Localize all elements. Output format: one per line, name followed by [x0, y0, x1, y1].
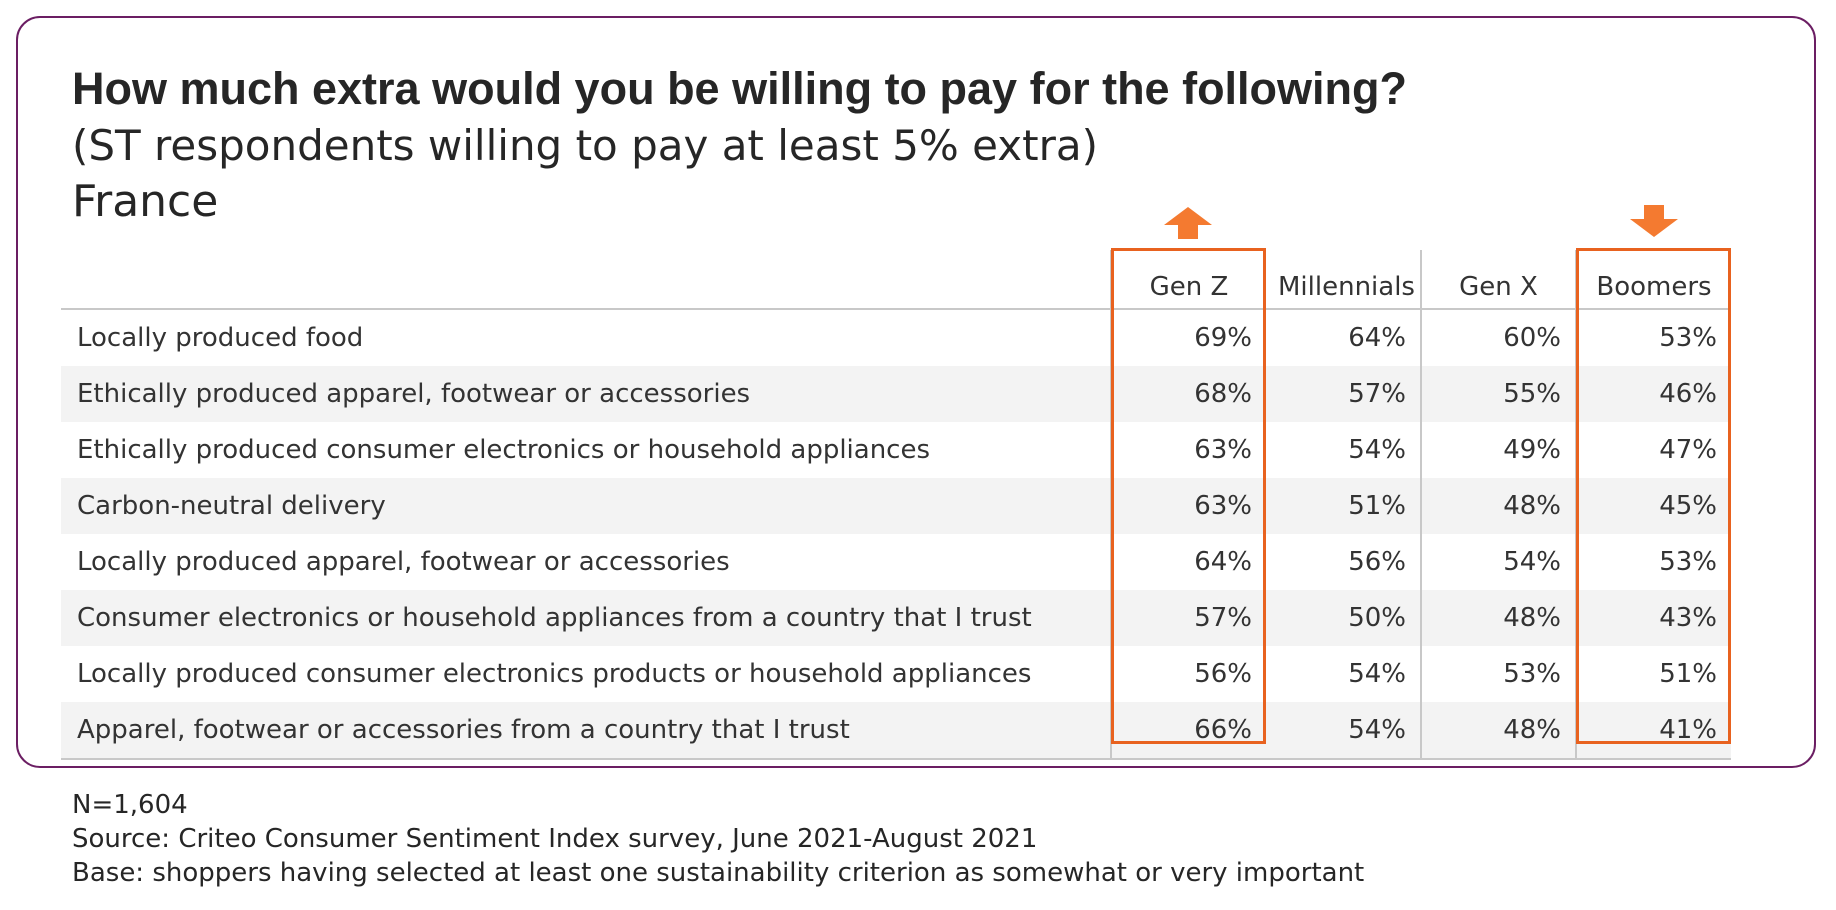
cell-millennials: 64% — [1348, 323, 1406, 353]
column-header-gen-z: Gen Z — [1110, 250, 1266, 310]
cell-gen-x: 60% — [1420, 309, 1576, 366]
cell-gen-z: 69% — [1110, 309, 1266, 366]
cell-gen-z: 63% — [1110, 478, 1266, 534]
arrow-up-icon — [1164, 207, 1212, 239]
cell-millennials: 54% — [1348, 435, 1406, 465]
table-row: Locally produced consumer electronics pr… — [61, 646, 1731, 702]
cell-boomers: 45% — [1575, 478, 1731, 534]
cell-gen-z: 63% — [1110, 422, 1266, 478]
row-label: Apparel, footwear or accessories from a … — [61, 702, 1111, 760]
table-row: Locally produced food 69% 64% 60% 53% — [61, 309, 1731, 366]
cell-millennials: 54% — [1266, 702, 1421, 760]
cell-boomers: 51% — [1575, 646, 1731, 702]
data-table-wrapper: Gen Z Millennials Gen X Boomers Locally … — [61, 250, 1731, 760]
cell-gen-z: 68% — [1110, 366, 1266, 422]
chart-subtitle: (ST respondents willing to pay at least … — [72, 121, 1098, 170]
column-header-gen-x: Gen X — [1420, 250, 1576, 310]
cell-gen-x: 54% — [1420, 534, 1576, 590]
row-label: Locally produced consumer electronics pr… — [77, 659, 1032, 689]
cell-boomers: 43% — [1575, 590, 1731, 646]
cell-gen-z: 64% — [1110, 534, 1266, 590]
table-body: Locally produced food 69% 64% 60% 53% Ethical… — [61, 309, 1731, 760]
row-label: Ethically produced consumer electronics … — [77, 435, 931, 465]
cell-millennials: 56% — [1348, 547, 1406, 577]
table-header-row: Gen Z Millennials Gen X Boomers — [61, 250, 1731, 310]
cell-millennials: 51% — [1266, 478, 1421, 534]
cell-gen-x: 55% — [1420, 366, 1576, 422]
source-note: Source: Criteo Consumer Sentiment Index … — [72, 824, 1038, 854]
arrow-down-icon — [1630, 205, 1678, 237]
data-table: Gen Z Millennials Gen X Boomers Locally … — [61, 250, 1731, 760]
table-row: Consumer electronics or household applia… — [61, 590, 1731, 646]
cell-boomers: 47% — [1575, 422, 1731, 478]
cell-boomers: 53% — [1575, 309, 1731, 366]
header-label-column — [61, 250, 1111, 310]
chart-title: How much extra would you be willing to p… — [72, 63, 1408, 114]
cell-boomers: 53% — [1575, 534, 1731, 590]
row-label: Locally produced food — [77, 323, 364, 353]
cell-gen-x: 48% — [1420, 478, 1576, 534]
base-note: Base: shoppers having selected at least … — [72, 858, 1365, 888]
cell-gen-z: 56% — [1110, 646, 1266, 702]
sample-size-note: N=1,604 — [72, 790, 188, 820]
cell-boomers: 46% — [1575, 366, 1731, 422]
table-row: Ethically produced consumer electronics … — [61, 422, 1731, 478]
row-label: Consumer electronics or household applia… — [61, 590, 1111, 646]
cell-boomers: 41% — [1575, 702, 1731, 760]
chart-region: France — [72, 176, 219, 227]
cell-gen-x: 53% — [1420, 646, 1576, 702]
table-row: Ethically produced apparel, footwear or … — [61, 366, 1731, 422]
cell-gen-z: 66% — [1110, 702, 1266, 760]
cell-gen-x: 48% — [1420, 590, 1576, 646]
cell-gen-x: 49% — [1420, 422, 1576, 478]
column-header-boomers: Boomers — [1575, 250, 1731, 310]
row-label: Locally produced apparel, footwear or ac… — [77, 547, 730, 577]
cell-millennials: 57% — [1266, 366, 1421, 422]
row-label: Carbon-neutral delivery — [61, 478, 1111, 534]
row-label: Ethically produced apparel, footwear or … — [61, 366, 1111, 422]
cell-gen-x: 48% — [1420, 702, 1576, 760]
cell-millennials: 54% — [1348, 659, 1406, 689]
table-row: Carbon-neutral delivery 63% 51% 48% 45% — [61, 478, 1731, 534]
cell-millennials: 50% — [1266, 590, 1421, 646]
chart-card — [16, 16, 1816, 768]
cell-gen-z: 57% — [1110, 590, 1266, 646]
column-header-millennials: Millennials — [1266, 250, 1421, 310]
table-row: Apparel, footwear or accessories from a … — [61, 702, 1731, 760]
table-row: Locally produced apparel, footwear or ac… — [61, 534, 1731, 590]
